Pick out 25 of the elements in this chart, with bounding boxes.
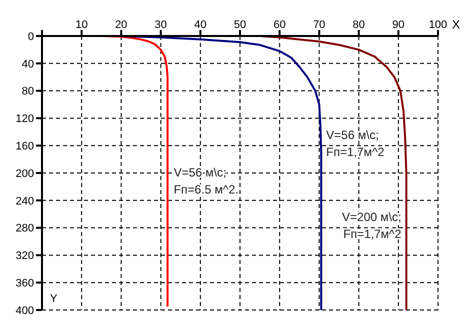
y-tick-label: 120 [16,113,34,126]
y-tick-label: 200 [16,168,34,180]
x-tick-label: 70 [313,19,326,31]
y-tick-label: 320 [16,250,34,262]
x-tick-label: 100 [428,19,448,31]
annotation: V=56 м\с; Fп=1,7м^2 [326,128,385,159]
x-tick-label: 20 [115,19,128,31]
y-tick-label: 160 [16,140,34,153]
x-tick-label: 60 [273,19,286,31]
y-tick-label: 80 [22,86,34,98]
x-tick-label: 30 [154,19,167,31]
y-tick-label: 40 [22,58,34,70]
x-tick-label: 50 [234,19,246,31]
y-tick-label: 280 [16,222,34,235]
y-tick-label: 400 [16,304,34,317]
y-tick-label: 240 [16,195,34,208]
annotation: V=200 м\с; Fп=1,7м^2 [342,210,402,241]
y-axis-title: Y [50,293,58,305]
x-tick-label: 40 [194,19,207,31]
y-tick-label: 360 [16,278,34,290]
x-tick-label: 10 [75,19,88,31]
x-tick-label: 80 [352,19,365,31]
x-axis-title: X [452,17,460,32]
y-tick-label: 0 [28,30,34,43]
x-tick-label: 90 [392,19,405,31]
